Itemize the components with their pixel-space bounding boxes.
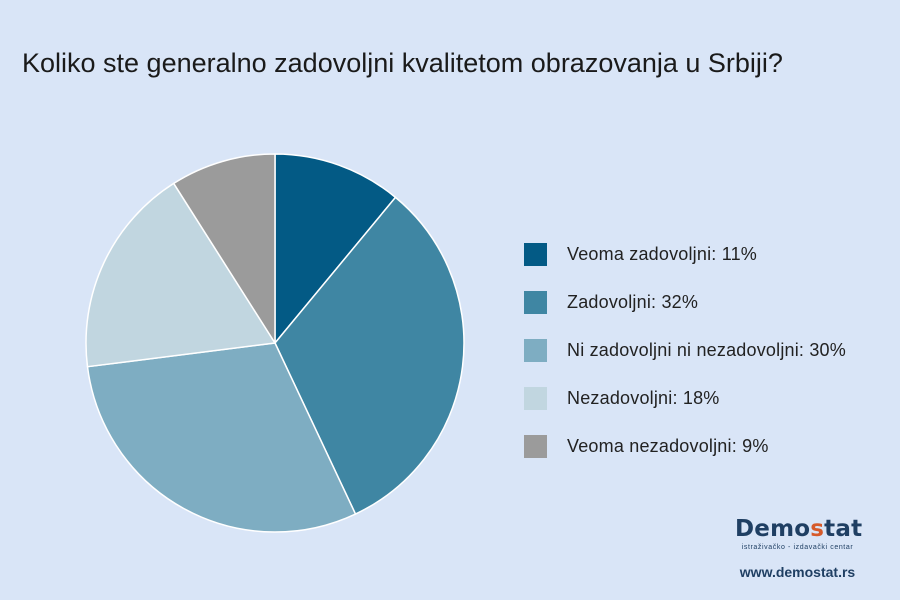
logo-tagline: istraživačko - izdavački centar	[741, 544, 854, 551]
legend-label: Ni zadovoljni ni nezadovoljni: 30%	[567, 339, 846, 360]
legend-item: Ni zadovoljni ni nezadovoljni: 30%	[524, 326, 846, 374]
legend-item: Nezadovoljni: 18%	[524, 374, 846, 422]
legend-item: Zadovoljni: 32%	[524, 278, 846, 326]
legend-item: Veoma zadovoljni: 11%	[524, 230, 846, 278]
legend-label: Nezadovoljni: 18%	[567, 387, 720, 408]
legend-swatch	[524, 434, 547, 458]
pie-slice-ni-zadovoljni-ni-nezadovoljni	[86, 342, 357, 533]
pie-slice-zadovoljni	[274, 196, 465, 515]
logo-wordmark-end: tat	[824, 516, 863, 542]
pie-slice-veoma-nezadovoljni	[172, 153, 276, 344]
legend-label: Veoma nezadovoljni: 9%	[567, 435, 769, 456]
logo-wordmark-start: Demo	[735, 516, 811, 542]
legend-swatch	[524, 290, 547, 314]
pie-slice-veoma-zadovoljni	[274, 153, 397, 344]
legend-swatch	[524, 386, 547, 410]
legend-item: Veoma nezadovoljni: 9%	[524, 422, 846, 470]
legend-swatch	[524, 242, 547, 266]
legend-label: Zadovoljni: 32%	[567, 291, 699, 312]
logo-wordmark-accent: s	[810, 516, 825, 542]
logo-wordmark: Demostat	[735, 515, 863, 543]
pie-slice-nezadovoljni	[85, 182, 276, 368]
chart-legend: Veoma zadovoljni: 11% Zadovoljni: 32% Ni z…	[524, 230, 846, 470]
legend-swatch	[524, 338, 547, 362]
website-url[interactable]: www.demostat.rs	[739, 564, 856, 580]
legend-label: Veoma zadovoljni: 11%	[567, 243, 757, 264]
demostat-logo: Demostat istraživačko - izdavački centar…	[735, 515, 863, 580]
chart-title: Koliko ste generalno zadovoljni kvalitet…	[22, 48, 783, 78]
